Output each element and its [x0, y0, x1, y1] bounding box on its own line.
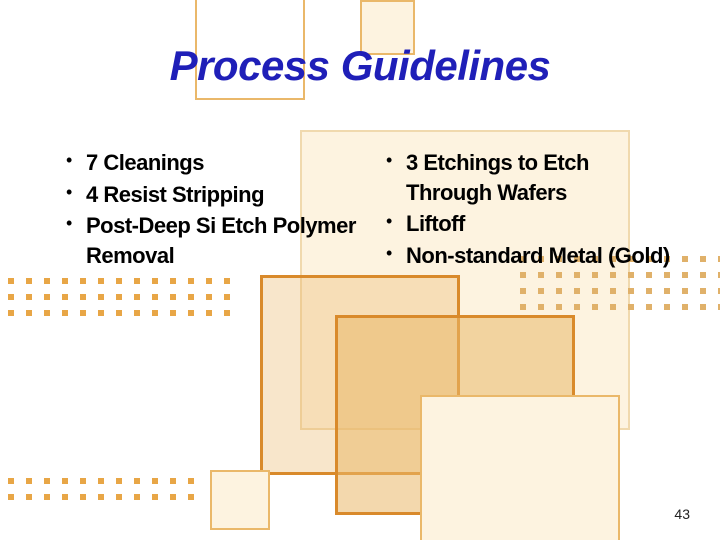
list-item: 4 Resist Stripping: [60, 180, 360, 210]
decor-square: [335, 315, 575, 515]
content-columns: 7 Cleanings 4 Resist Stripping Post-Deep…: [60, 148, 680, 273]
list-item: Post-Deep Si Etch Polymer Removal: [60, 211, 360, 270]
dot-grid: [0, 278, 230, 316]
right-column: 3 Etchings to Etch Through Wafers Liftof…: [380, 148, 680, 273]
list-item: 3 Etchings to Etch Through Wafers: [380, 148, 680, 207]
list-item: Liftoff: [380, 209, 680, 239]
list-item: Non-standard Metal (Gold): [380, 241, 680, 271]
right-list: 3 Etchings to Etch Through Wafers Liftof…: [380, 148, 680, 271]
decor-square: [420, 395, 620, 540]
dot-grid: [0, 478, 194, 500]
left-list: 7 Cleanings 4 Resist Stripping Post-Deep…: [60, 148, 360, 271]
slide: Process Guidelines 7 Cleanings 4 Resist …: [0, 0, 720, 540]
slide-title: Process Guidelines: [0, 42, 720, 90]
list-item: 7 Cleanings: [60, 148, 360, 178]
page-number: 43: [674, 506, 690, 522]
decor-square: [260, 275, 460, 475]
decor-square: [210, 470, 270, 530]
left-column: 7 Cleanings 4 Resist Stripping Post-Deep…: [60, 148, 360, 273]
